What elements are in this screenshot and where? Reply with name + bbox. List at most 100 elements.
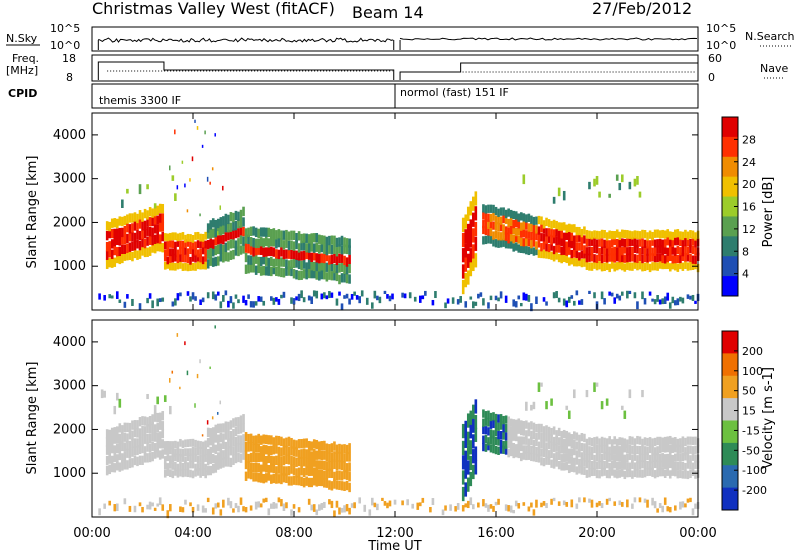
power-cell [239, 218, 243, 228]
power-cell [141, 212, 144, 222]
velocity-cell [171, 470, 175, 479]
power-cell [118, 299, 122, 303]
velocity-cell [272, 463, 276, 474]
velocity-cell [239, 415, 243, 425]
velocity-cell [583, 458, 586, 467]
power-cell [161, 203, 165, 214]
power-cell [146, 236, 149, 246]
power-cell [201, 261, 205, 270]
velocity-colorbar-swatch [722, 331, 738, 354]
velocity-cell [590, 467, 594, 477]
velocity-cell [542, 441, 546, 450]
velocity-cell [681, 461, 685, 471]
power-cell [153, 206, 157, 217]
power-cell [189, 246, 192, 255]
velocity-cell [325, 452, 329, 462]
power-cell [532, 238, 536, 247]
velocity-cell [254, 435, 258, 445]
power-cell [199, 248, 202, 257]
power-cell [148, 235, 152, 245]
power-cell [525, 293, 528, 301]
power-cell [181, 160, 184, 164]
velocity-cell [401, 500, 404, 506]
power-cell [227, 300, 230, 308]
velocity-cell [169, 441, 172, 449]
power-cell [631, 231, 634, 240]
velocity-cell [489, 429, 493, 438]
velocity-cell [666, 443, 670, 453]
power-cell [242, 295, 245, 303]
velocity-cell [312, 476, 316, 486]
velocity-cell [280, 456, 283, 467]
power-cell [522, 221, 526, 230]
velocity-cell [550, 449, 553, 459]
power-cell [249, 237, 253, 247]
velocity-cell [620, 437, 624, 446]
power-cell [674, 254, 677, 264]
velocity-cell [287, 476, 291, 486]
power-cell [686, 253, 690, 262]
power-cell [623, 245, 627, 254]
velocity-cell [312, 448, 316, 459]
power-cell [138, 249, 142, 259]
velocity-cell [583, 433, 586, 443]
power-cell [323, 244, 326, 254]
velocity-cell [300, 476, 303, 487]
velocity-cell [573, 389, 576, 399]
velocity-cell [469, 455, 473, 471]
power-colorbar-swatch [722, 276, 738, 297]
power-cell [181, 254, 185, 263]
power-cell [295, 239, 298, 250]
power-cell [184, 247, 187, 255]
power-cell [497, 239, 500, 248]
velocity-cell [287, 466, 291, 476]
velocity-cell [186, 469, 190, 478]
power-cell [254, 265, 258, 275]
velocity-cell [545, 425, 548, 434]
power-cell [277, 267, 281, 277]
power-cell [232, 230, 235, 240]
velocity-cell [585, 389, 589, 398]
velocity-cell [653, 470, 657, 479]
velocity-cell [194, 454, 197, 462]
velocity-cell [297, 476, 301, 486]
velocity-cell [307, 440, 311, 451]
power-cell [163, 241, 167, 250]
velocity-cell [211, 463, 215, 474]
power-cell [310, 242, 314, 252]
power-cell [224, 251, 228, 262]
velocity-cell [277, 497, 281, 503]
power-cell [575, 249, 579, 259]
power-cell [126, 223, 129, 233]
power-cell [141, 229, 144, 240]
power-cell [214, 245, 218, 256]
velocity-cell [509, 505, 513, 513]
power-cell [623, 263, 627, 272]
velocity-cell [242, 506, 245, 512]
velocity-cell [497, 437, 500, 446]
power-cell [191, 235, 195, 243]
velocity-cell [651, 497, 654, 506]
power-cell [199, 240, 202, 249]
power-cell [679, 237, 682, 247]
velocity-cell [573, 457, 576, 467]
power-cell [348, 274, 351, 284]
power-cell [282, 257, 286, 267]
power-cell [403, 293, 407, 299]
velocity-cell [186, 439, 190, 447]
velocity-cell [456, 503, 460, 510]
velocity-cell [565, 430, 569, 440]
velocity-cell [519, 436, 523, 445]
power-cell [151, 243, 154, 253]
velocity-cell [497, 422, 500, 431]
velocity-cell [209, 454, 213, 464]
velocity-cell [580, 442, 584, 452]
velocity-cell [176, 447, 180, 455]
velocity-cell [333, 510, 336, 518]
power-cell [643, 253, 647, 263]
power-cell [477, 293, 480, 299]
velocity-cell [201, 505, 205, 513]
power-cell [562, 190, 566, 201]
power-cell [593, 230, 596, 239]
power-cell [186, 239, 190, 247]
